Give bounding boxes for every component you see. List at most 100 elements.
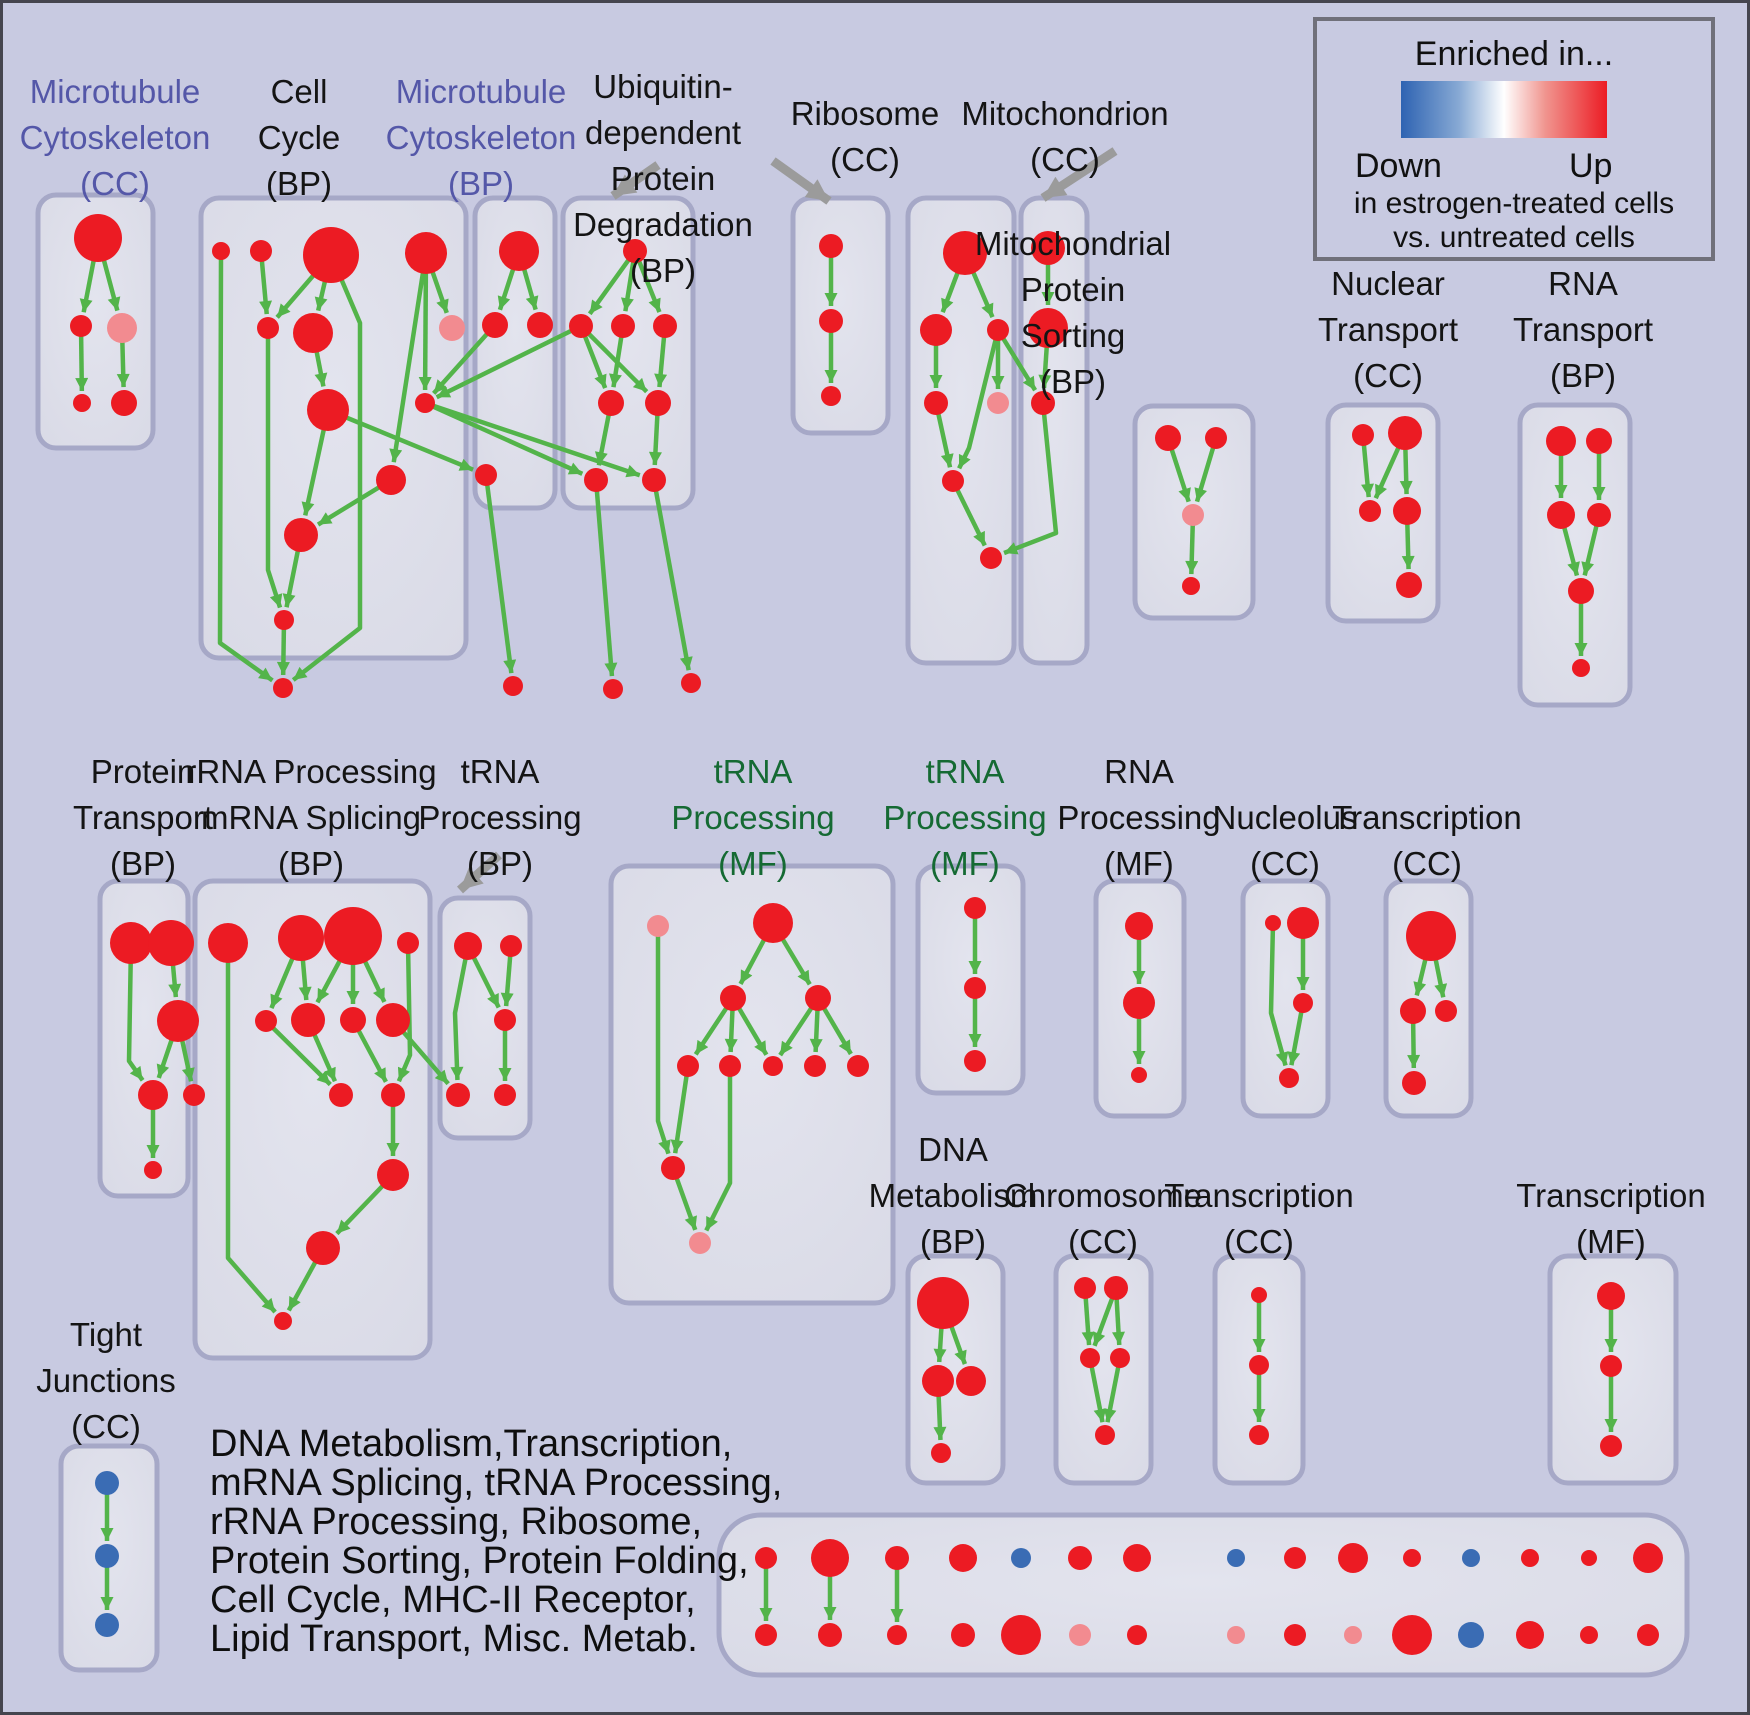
go-term-node [1182,504,1204,526]
cluster-label-rt-line1: Transport [1513,311,1653,348]
go-term-node [885,1546,909,1570]
cluster-label-nuc-line0: Nucleolus [1213,799,1358,836]
edge-arrow [450,945,471,1081]
go-term-node [1028,308,1068,348]
go-term-node [1011,1548,1031,1568]
go-term-node [653,314,677,338]
cluster-label-cc-line2: (BP) [266,165,332,202]
go-term-node [1600,1435,1622,1457]
go-term-node [454,932,482,960]
cluster-label-mtcc-line2: (CC) [80,165,150,202]
nodes [70,214,1663,1655]
go-term-node [1123,1544,1151,1572]
go-term-node [1205,427,1227,449]
go-term-node [811,1539,849,1577]
cluster-box-misc [716,1512,1690,1678]
go-term-node [805,985,831,1011]
legend-subtitle-1: in estrogen-treated cells [1353,187,1675,220]
cluster-label-ub-line0: Ubiquitin- [593,68,732,105]
go-term-node [804,1055,826,1077]
cluster-label-trmf1-line1: Processing [671,799,834,836]
edge-arrow [264,1019,332,1087]
go-term-node [527,312,553,338]
go-term-node [405,232,447,274]
go-term-node [755,1547,777,1569]
edge-arrow [579,324,649,394]
go-term-node [1249,1425,1269,1445]
go-term-node [1587,503,1611,527]
go-term-node [306,1231,340,1265]
text-line: rRNA Processing, Ribosome, [210,1501,703,1543]
cluster-label-trbp-line2: (BP) [467,845,533,882]
go-term-node [1069,1624,1091,1646]
edge-arrow [225,943,277,1314]
cluster-box-mito [1018,195,1090,666]
edge-arrow [432,323,497,395]
go-term-node [503,676,523,696]
go-term-node [1080,1348,1100,1368]
merged-clusters-text: DNA Metabolism,Transcription, mRNA Splic… [210,1425,782,1659]
go-term-node [1338,1543,1368,1573]
edge-arrow [327,407,474,472]
go-term-node [920,314,952,346]
cluster-label-chr-line1: (CC) [1068,1223,1138,1260]
go-term-node [1131,1067,1147,1083]
cluster-label-nuc-line1: (CC) [1250,845,1320,882]
cluster-label-ribo-line0: Ribosome [791,95,940,132]
go-term-node [763,1056,783,1076]
go-term-node [1287,907,1319,939]
edge-arrow [483,474,517,674]
go-term-node [397,932,419,954]
go-term-node [943,231,987,275]
go-term-node [274,610,294,630]
go-term-node [623,239,647,263]
cluster-label-trcc2-line1: (CC) [1224,1223,1294,1260]
legend-title: Enriched in... [1414,35,1614,73]
go-term-node [964,977,986,999]
go-term-node [719,1055,741,1077]
go-term-node [949,1544,977,1572]
edge-arrow [424,400,641,478]
go-term-node [183,1084,205,1106]
go-term-node [1249,1355,1269,1375]
go-term-node [148,920,194,966]
cluster-label-cc-line0: Cell [271,73,328,110]
go-term-node [499,231,539,271]
text-line: mRNA Splicing, tRNA Processing, [210,1462,783,1504]
edge-arrow [587,249,637,316]
go-term-node [208,923,248,963]
cluster-label-rrna-line1: mRNA Splicing [201,799,421,836]
cluster-label-trmf2-line0: tRNA [926,753,1005,790]
go-term-node [753,903,793,943]
go-term-node [1406,911,1456,961]
go-term-node [303,227,359,283]
cluster-label-trbp-line1: Processing [418,799,581,836]
go-term-node [1547,501,1575,529]
cluster-label-mps-line2: Sorting [1021,317,1126,354]
go-term-node [917,1277,969,1329]
edge-arrow [950,480,987,547]
cluster-label-trcc1-line0: Transcription [1332,799,1522,836]
go-term-node [1001,1615,1041,1655]
go-term-node [257,317,279,339]
legend: Enriched in... Down Up in estrogen-treat… [1313,17,1715,261]
go-term-node [584,468,608,492]
go-term-node [887,1625,907,1645]
edge-arrow [126,942,145,1082]
cluster-label-mtcc-line0: Microtubule [30,73,201,110]
edge-arrow [435,323,582,400]
go-term-node [1581,1550,1597,1566]
cluster-label-tj-line0: Tight [70,1316,142,1353]
go-term-node [1344,1626,1362,1644]
annotation-arrow-ubiquitin-to-right-box [770,157,832,205]
text-line: Cell Cycle, MHC-II Receptor, [210,1579,696,1621]
cluster-label-mps-line3: (BP) [1040,363,1106,400]
go-term-node [1572,659,1590,677]
cluster-label-mtbp-line1: Cytoskeleton [386,119,577,156]
go-term-node [951,1623,975,1647]
go-term-node [1637,1624,1659,1646]
go-term-node [1031,231,1065,265]
go-term-node [107,313,137,343]
go-term-node [677,1055,699,1077]
go-term-node [1359,500,1381,522]
